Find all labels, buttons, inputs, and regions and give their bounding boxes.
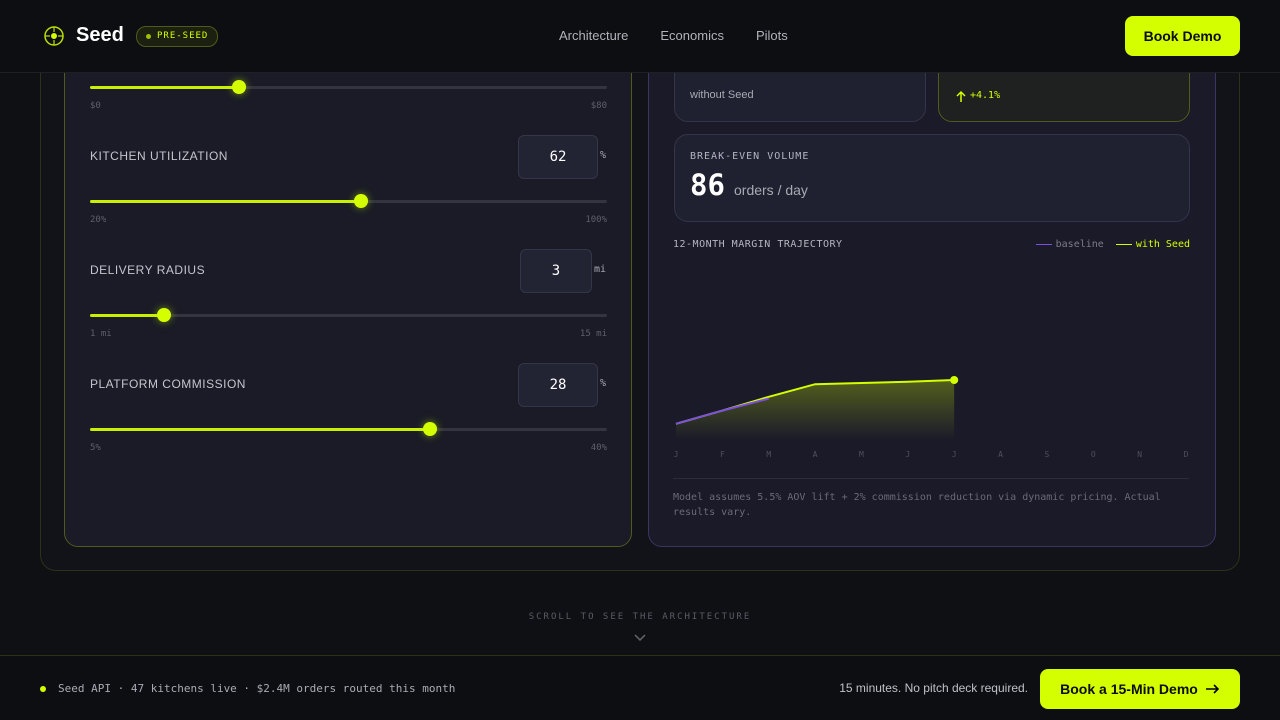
slider-fill (90, 86, 239, 89)
x-tick-label: D (1184, 450, 1189, 459)
value-input[interactable]: 3 (520, 249, 592, 293)
chevron (634, 634, 646, 642)
slider-min: 5% (90, 443, 101, 453)
slider-track (90, 314, 607, 317)
value-unit: % (600, 150, 607, 161)
x-tick-label: J (952, 450, 957, 459)
footer: Seed API · 47 kitchens live · $2.4M orde… (0, 655, 1280, 720)
x-tick-label: F (720, 450, 725, 459)
header: Seed PRE-SEED Architecture Economics Pilot… (0, 0, 1280, 73)
end-point (950, 376, 959, 384)
book-demo-button[interactable]: Book Demo (1125, 16, 1240, 56)
legend-swatch (1115, 244, 1132, 245)
slider-thumb[interactable] (354, 194, 369, 208)
x-tick-label: S (1044, 450, 1049, 459)
line (675, 397, 769, 425)
slider-max: 15 mi (579, 329, 607, 339)
slider-min: 1 mi (90, 329, 112, 339)
slider-label: PLATFORM COMMISSION (90, 377, 246, 391)
footer-tagline: 15 minutes. No pitch deck required. (839, 681, 1028, 695)
slider-thumb[interactable] (231, 80, 246, 94)
logo-icon (44, 26, 64, 46)
legend-swatch (1035, 244, 1052, 245)
legend-item: baseline (1035, 239, 1104, 250)
nav-link[interactable]: Economics (660, 28, 724, 43)
slider-track (90, 86, 607, 89)
status-text: Seed API · 47 kitchens live · $2.4M orde… (58, 682, 456, 695)
x-tick-label: J (905, 450, 910, 459)
cta-label[interactable]: Book a 15-Min Demo (1060, 681, 1198, 697)
value-input[interactable]: 28 (518, 363, 598, 407)
break-even-label: BREAK-EVEN VOLUME (690, 151, 810, 162)
x-tick-label: A (998, 450, 1003, 459)
chart-note: Model assumes 5.5% AOV lift + 2% commiss… (673, 492, 1161, 518)
seed-delta: +4.1% (970, 90, 1001, 101)
slider-fill (90, 200, 362, 203)
nav-link[interactable]: Architecture (559, 28, 629, 43)
status-dot (40, 686, 46, 692)
slider-label: DELIVERY RADIUS (90, 263, 206, 277)
break-even-value: 86 (690, 168, 725, 202)
x-tick-label: M (766, 450, 771, 459)
slider-label: KITCHEN UTILIZATION (90, 149, 228, 163)
slider-min: $0 (90, 101, 101, 111)
slider-max: 100% (585, 215, 607, 225)
brand[interactable]: Seed (76, 24, 124, 46)
area (676, 380, 955, 440)
x-tick-label: O (1091, 450, 1096, 459)
value-input[interactable]: 62 (518, 135, 598, 179)
slider-fill (90, 314, 164, 317)
legend-label: with Seed (1135, 239, 1190, 250)
slider-fill (90, 428, 430, 431)
slider-min: 20% (90, 215, 107, 225)
book-15-min-demo-button[interactable]: Book a 15-Min Demo (1040, 669, 1240, 709)
divider (673, 478, 1189, 479)
x-tick-label: M (859, 450, 864, 459)
slider-thumb[interactable] (156, 308, 171, 322)
up-arrow (956, 90, 966, 102)
break-even-card (674, 134, 1190, 222)
slider-thumb[interactable] (422, 422, 437, 436)
stage-badge: PRE-SEED (136, 26, 219, 47)
scroll-hint: SCROLL TO SEE THE ARCHITECTURE (528, 612, 752, 622)
slider-max: $80 (590, 101, 607, 111)
x-tick-label: J (674, 450, 679, 459)
value-unit: mi (594, 264, 607, 275)
x-tick-label: N (1137, 450, 1142, 459)
nav-link[interactable]: Pilots (755, 28, 788, 43)
baseline-caption: without Seed (690, 89, 754, 101)
legend-label: baseline (1055, 239, 1104, 250)
cta-arrow (1205, 684, 1219, 694)
badge-dot (146, 34, 151, 39)
x-tick-label: A (813, 450, 818, 459)
value-unit: % (600, 378, 607, 389)
nav-links: Architecture Economics Pilots (559, 28, 788, 43)
slider-max: 40% (590, 443, 607, 453)
legend-item: with Seed (1115, 239, 1190, 250)
chart-title: 12-MONTH MARGIN TRAJECTORY (673, 239, 843, 250)
break-even-unit: orders / day (734, 182, 808, 198)
legend: baseline with Seed (1035, 239, 1190, 250)
